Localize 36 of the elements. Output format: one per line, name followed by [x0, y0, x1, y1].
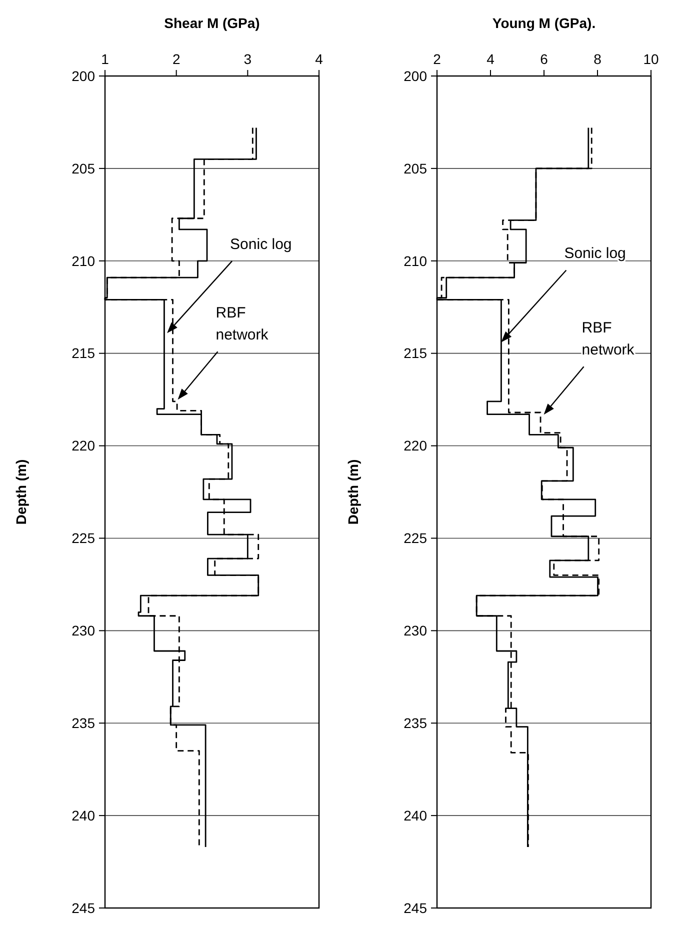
y-tick-label: 205: [404, 160, 428, 176]
x-tick-label: 8: [594, 51, 602, 67]
x-tick-label: 2: [433, 51, 442, 67]
x-tick-label: 2: [172, 51, 180, 67]
x-tick-label: 10: [643, 51, 659, 67]
y-tick-label: 230: [404, 622, 428, 639]
x-tick-label: 1: [101, 51, 110, 67]
x-tick-label: 6: [540, 51, 548, 67]
annotation: Sonic log: [230, 236, 292, 254]
x-tick-label: 4: [486, 51, 495, 67]
y-tick-label: 240: [72, 807, 96, 824]
y-tick-label: 240: [404, 807, 428, 824]
y-tick-label: 220: [72, 438, 96, 454]
y-tick-label: 225: [404, 530, 428, 546]
y-axis-title: Depth (m): [13, 459, 29, 525]
annotation: RBF network: [216, 304, 269, 344]
y-tick-label: 215: [404, 345, 428, 362]
y-tick-label: 235: [72, 715, 96, 732]
y-tick-label: 220: [404, 438, 428, 454]
y-tick-label: 200: [404, 68, 428, 84]
y-tick-label: 225: [72, 530, 96, 546]
x-tick-label: 4: [315, 51, 324, 67]
y-tick-label: 200: [72, 68, 96, 84]
y-tick-label: 245: [72, 900, 96, 916]
y-tick-label: 205: [72, 160, 96, 176]
annotation: Sonic log: [564, 245, 626, 262]
x-axis-title: Shear M (GPa): [164, 15, 260, 31]
x-tick-label: 3: [244, 51, 252, 67]
y-axis-title: Depth (m): [345, 459, 361, 525]
y-tick-label: 235: [404, 715, 428, 732]
y-tick-label: 210: [404, 252, 428, 269]
x-axis-title: Young M (GPa).: [492, 15, 596, 31]
y-tick-label: 215: [72, 345, 96, 362]
y-tick-label: 245: [404, 900, 428, 916]
y-tick-label: 210: [72, 252, 96, 269]
y-tick-label: 230: [72, 622, 96, 639]
